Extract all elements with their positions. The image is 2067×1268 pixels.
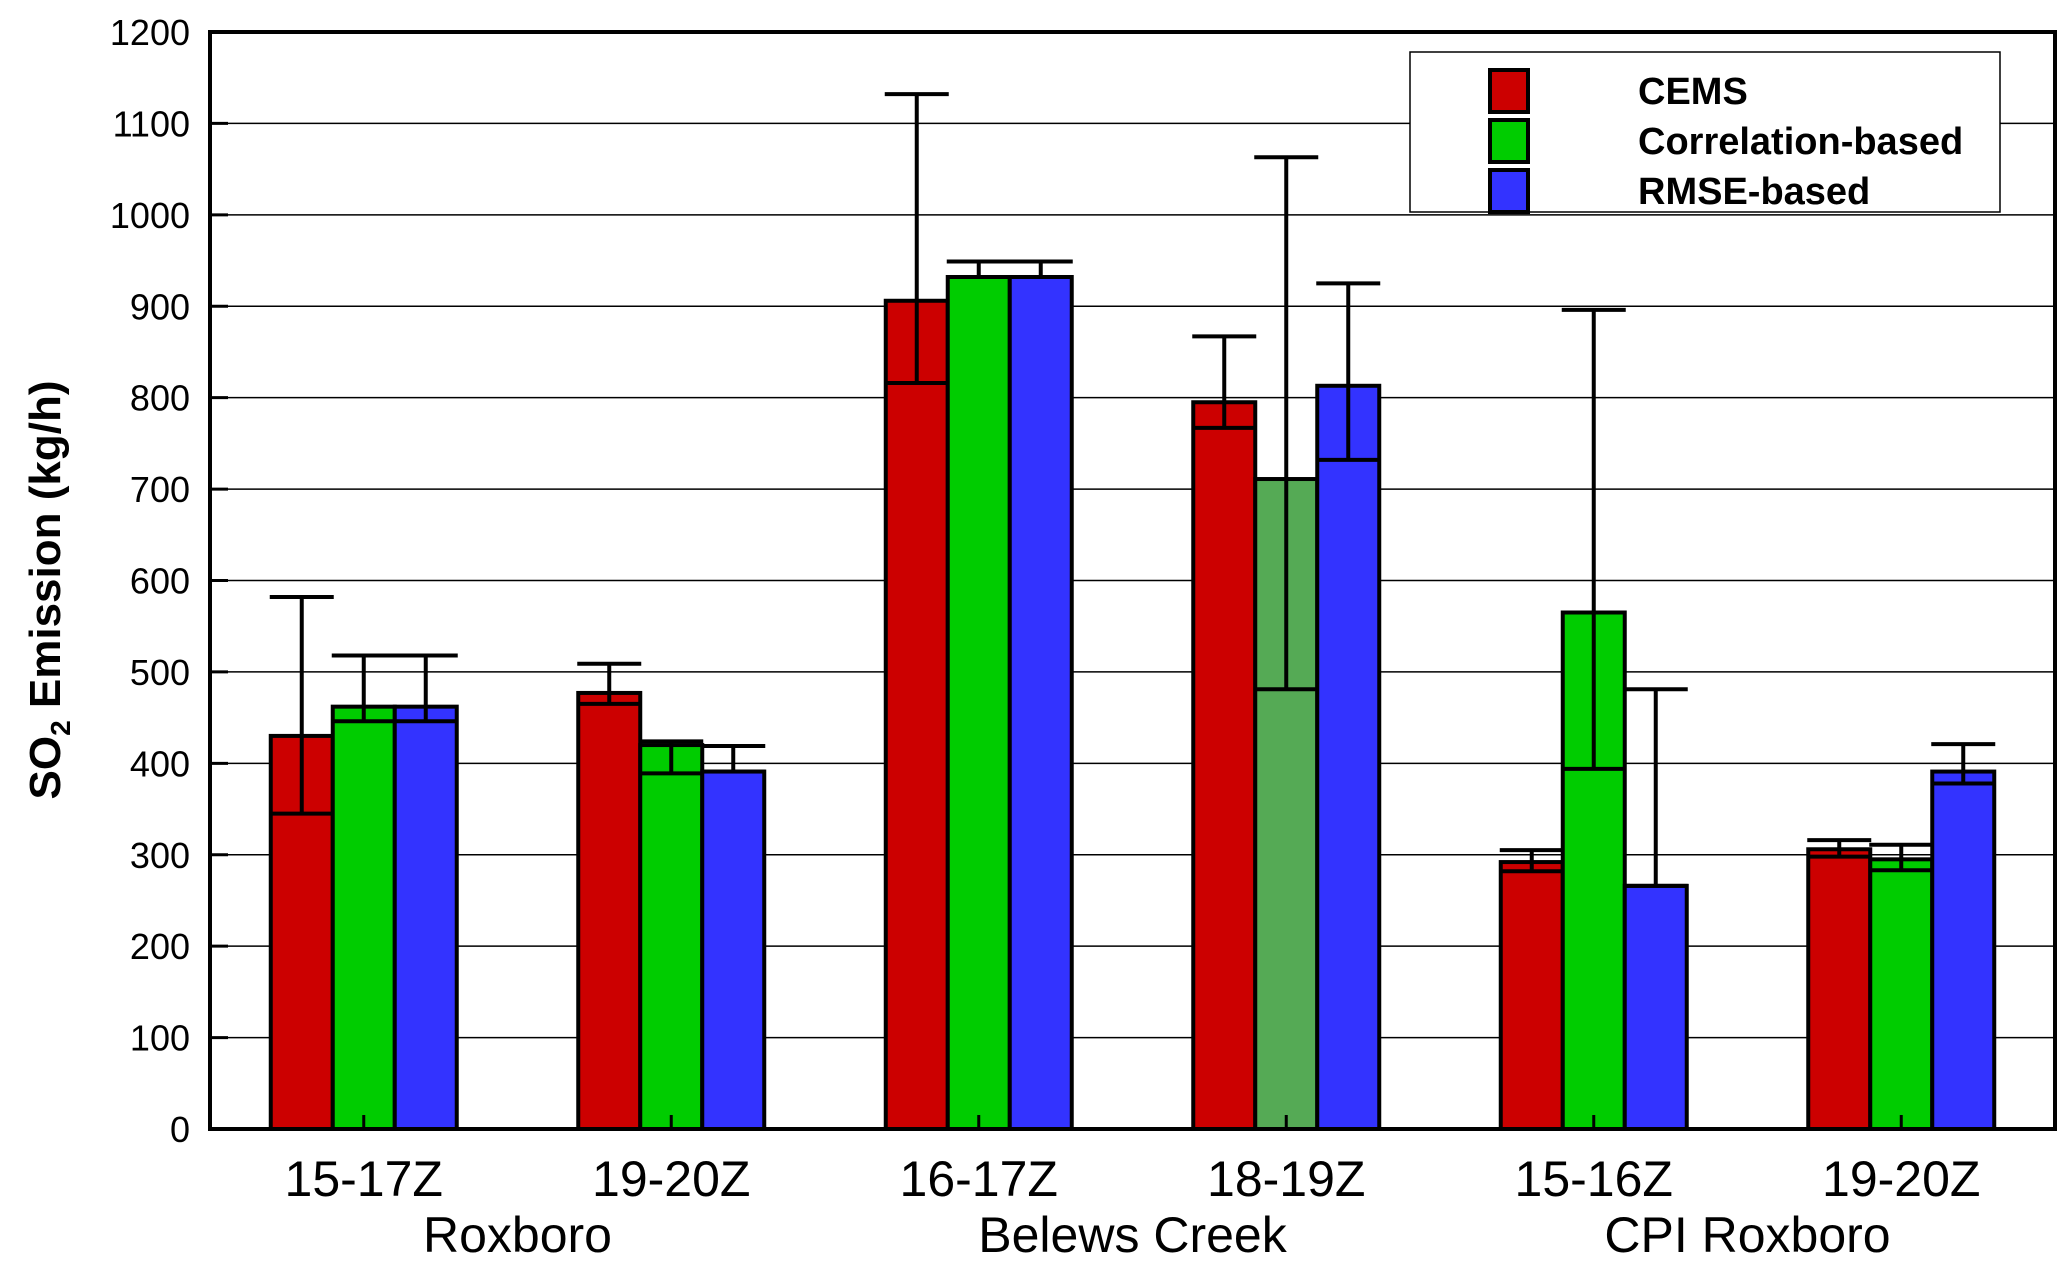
x-group-label: Roxboro bbox=[423, 1207, 612, 1263]
y-tick-label: 0 bbox=[170, 1109, 190, 1150]
y-tick-label: 700 bbox=[130, 469, 190, 510]
y-tick-label: 1000 bbox=[110, 195, 190, 236]
bar bbox=[330, 704, 397, 1132]
plot-frame bbox=[208, 30, 2057, 1131]
legend-swatch bbox=[1488, 168, 1530, 214]
legend-label: Correlation-based bbox=[1638, 121, 1963, 163]
legend-swatch bbox=[1488, 118, 1530, 164]
legend-label: CEMS bbox=[1638, 71, 1748, 113]
bar bbox=[1315, 383, 1382, 1132]
bar bbox=[1930, 769, 1997, 1132]
x-tick-label: 19-20Z bbox=[1822, 1151, 1980, 1207]
x-group-labels: Roxboro Belews Creek CPI Roxboro bbox=[423, 1207, 1891, 1263]
bar bbox=[883, 298, 950, 1131]
y-tick-label: 600 bbox=[130, 561, 190, 602]
y-tick-labels: 0 100 200 300 400 500 600 700 800 900 1000 1100 1200 bbox=[110, 12, 190, 1150]
y-tick-label: 100 bbox=[130, 1018, 190, 1059]
bar bbox=[1191, 400, 1258, 1131]
bars bbox=[268, 274, 1997, 1132]
x-tick-label: 16-17Z bbox=[900, 1151, 1058, 1207]
x-category-labels: 15-17Z 19-20Z 16-17Z 18-19Z 15-16Z 19-20Z bbox=[285, 1151, 1981, 1207]
axes bbox=[208, 30, 2057, 1131]
bar bbox=[576, 690, 643, 1131]
x-group-label: CPI Roxboro bbox=[1604, 1207, 1890, 1263]
bar bbox=[700, 769, 767, 1132]
bar bbox=[1806, 847, 1873, 1131]
y-tick-label: 1200 bbox=[110, 12, 190, 53]
y-tick-label: 1100 bbox=[113, 103, 190, 144]
x-tick-label: 19-20Z bbox=[592, 1151, 750, 1207]
y-tick-label: 500 bbox=[130, 652, 190, 693]
bar bbox=[1622, 883, 1689, 1131]
legend-label: RMSE-based bbox=[1638, 171, 1870, 213]
y-tick-label: 200 bbox=[130, 926, 190, 967]
bar bbox=[945, 274, 1012, 1132]
legend: CEMS Correlation-based RMSE-based bbox=[1409, 51, 2001, 214]
y-tick-label: 300 bbox=[130, 835, 190, 876]
bar bbox=[392, 704, 459, 1132]
error-bars bbox=[269, 92, 1996, 888]
x-tick-label: 15-17Z bbox=[285, 1151, 443, 1207]
x-tick-label: 18-19Z bbox=[1207, 1151, 1365, 1207]
bar bbox=[1498, 860, 1565, 1132]
legend-swatch bbox=[1488, 68, 1530, 114]
bar bbox=[1868, 857, 1935, 1132]
x-tick-label: 15-16Z bbox=[1515, 1151, 1673, 1207]
x-group-label: Belews Creek bbox=[978, 1207, 1287, 1263]
y-tick-label: 800 bbox=[130, 378, 190, 419]
y-tick-label: 900 bbox=[130, 286, 190, 327]
y-tick-label: 400 bbox=[130, 743, 190, 784]
bar bbox=[638, 743, 705, 1131]
bar bbox=[1007, 274, 1074, 1132]
y-axis-label: SO2 Emission (kg/h) bbox=[21, 381, 76, 800]
